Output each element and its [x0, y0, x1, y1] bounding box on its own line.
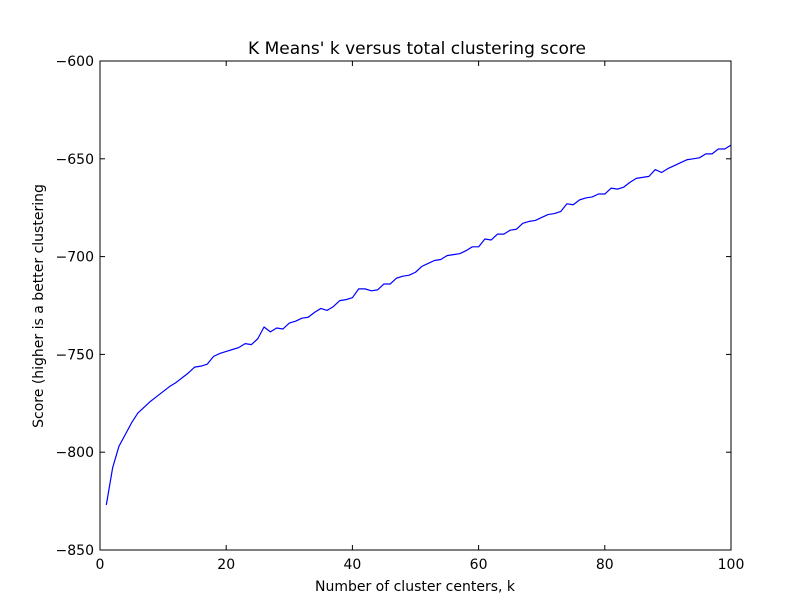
x-tick-label: 0 [96, 557, 105, 573]
y-tick-label: −800 [56, 445, 94, 461]
y-tick-label: −850 [56, 543, 94, 559]
y-axis-label: Score (higher is a better clustering [31, 184, 47, 428]
y-tick-label: −650 [56, 152, 94, 168]
y-tick-label: −750 [56, 347, 94, 363]
x-axis-label: Number of cluster centers, k [315, 579, 516, 595]
x-tick-label: 100 [718, 557, 745, 573]
y-tick-label: −600 [56, 54, 94, 70]
plot-frame [99, 60, 732, 551]
y-tick-label: −700 [56, 250, 94, 266]
plot-area: 0 20 40 60 80 100 −850 −800 −750 −700 −650 −600 [56, 54, 745, 573]
x-tick-label: 60 [470, 557, 488, 573]
series-line-0 [105, 144, 732, 506]
chart-title: K Means' k versus total clustering score [248, 39, 586, 59]
x-tick-label: 80 [596, 557, 614, 573]
x-tick-label: 40 [343, 557, 361, 573]
x-tick-label: 20 [217, 557, 235, 573]
